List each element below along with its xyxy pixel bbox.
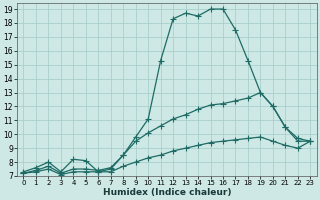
X-axis label: Humidex (Indice chaleur): Humidex (Indice chaleur) <box>103 188 231 197</box>
